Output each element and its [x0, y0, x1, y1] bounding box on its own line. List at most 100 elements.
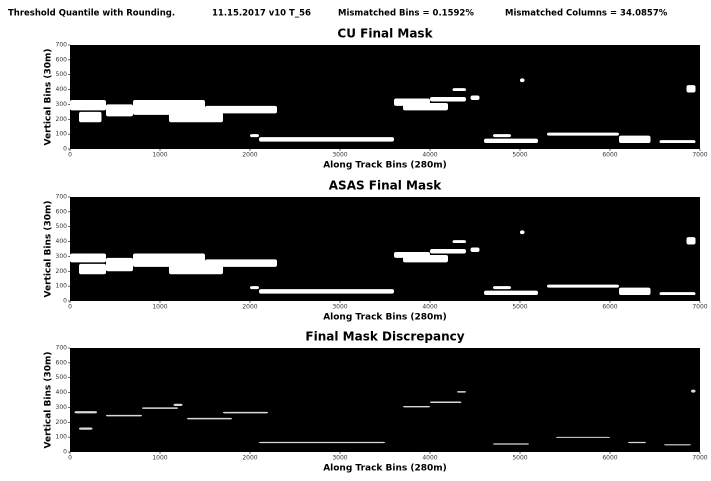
mask-region	[659, 140, 696, 144]
y-axis-label: Vertical Bins (30m)	[44, 48, 54, 145]
mask-region	[484, 290, 538, 296]
x-tick-label: 5000	[512, 152, 527, 159]
x-tick-label: 0	[68, 152, 72, 159]
y-tick-label: 700	[56, 194, 68, 201]
mask-region	[142, 407, 178, 409]
panel-title: Final Mask Discrepancy	[305, 330, 464, 344]
mask-region	[205, 105, 277, 114]
mask-region	[628, 441, 646, 444]
panel-title: CU Final Mask	[337, 27, 433, 41]
mask-region	[250, 286, 259, 290]
y-tick-label: 700	[56, 345, 68, 352]
mask-region	[470, 247, 480, 252]
x-axis-label: Along Track Bins (280m)	[323, 161, 447, 171]
mask-region	[403, 102, 448, 111]
y-axis-label: Vertical Bins (30m)	[44, 200, 54, 297]
y-tick-label: 400	[56, 389, 68, 396]
mask-region	[79, 263, 106, 275]
mask-region	[430, 97, 466, 102]
mask-region	[520, 78, 525, 83]
y-tick-label: 300	[56, 253, 68, 260]
y-tick-label: 0	[63, 146, 67, 153]
y-tick-label: 700	[56, 42, 68, 49]
mask-region	[430, 401, 462, 403]
mask-region	[493, 286, 511, 290]
mask-region	[619, 135, 651, 144]
plot-area	[70, 45, 700, 149]
y-tick-label: 0	[63, 298, 67, 305]
mask-region	[74, 411, 97, 414]
mask-region	[686, 85, 696, 93]
mask-region	[259, 289, 394, 294]
mask-region	[70, 253, 106, 263]
y-tick-label: 100	[56, 434, 68, 441]
mask-region	[520, 230, 525, 235]
x-tick-label: 7000	[692, 152, 707, 159]
x-tick-label: 4000	[422, 455, 437, 462]
mask-region	[259, 137, 394, 142]
x-tick-label: 1000	[152, 304, 167, 311]
y-tick-label: 400	[56, 238, 68, 245]
x-tick-label: 0	[68, 455, 72, 462]
mask-region	[493, 443, 529, 445]
x-tick-label: 6000	[602, 455, 617, 462]
panel-title: ASAS Final Mask	[329, 179, 442, 193]
y-tick-label: 500	[56, 374, 68, 381]
mask-region	[173, 403, 183, 406]
mask-region	[452, 88, 466, 92]
x-tick-label: 2000	[242, 304, 257, 311]
x-axis-label: Along Track Bins (280m)	[323, 313, 447, 323]
y-tick-label: 500	[56, 223, 68, 230]
x-tick-label: 6000	[602, 152, 617, 159]
mask-region	[547, 132, 619, 136]
y-tick-label: 300	[56, 404, 68, 411]
mask-region	[106, 104, 133, 117]
suptitle-part: 11.15.2017 v10 T_56	[212, 9, 311, 19]
mask-region	[547, 284, 619, 288]
mask-region	[106, 414, 142, 417]
x-tick-label: 3000	[332, 152, 347, 159]
mask-region	[187, 417, 232, 420]
x-tick-label: 3000	[332, 455, 347, 462]
mask-region	[133, 253, 205, 267]
x-tick-label: 0	[68, 304, 72, 311]
mask-region	[686, 237, 696, 245]
y-tick-label: 400	[56, 86, 68, 93]
y-tick-label: 200	[56, 116, 68, 123]
mask-region	[452, 240, 466, 244]
y-tick-label: 200	[56, 268, 68, 275]
suptitle-part: Mismatched Columns = 34.0857%	[505, 9, 668, 19]
y-tick-label: 500	[56, 71, 68, 78]
y-tick-label: 300	[56, 101, 68, 108]
mask-region	[403, 254, 448, 263]
x-tick-label: 4000	[422, 152, 437, 159]
mask-region	[457, 391, 466, 393]
y-tick-label: 0	[63, 449, 67, 456]
mask-region	[259, 441, 385, 444]
suptitle-part: Mismatched Bins = 0.1592%	[338, 9, 474, 19]
y-tick-label: 600	[56, 359, 68, 366]
x-axis-label: Along Track Bins (280m)	[323, 464, 447, 474]
x-tick-label: 2000	[242, 455, 257, 462]
x-tick-label: 5000	[512, 455, 527, 462]
y-axis-label: Vertical Bins (30m)	[44, 351, 54, 448]
mask-region	[250, 134, 259, 138]
x-tick-label: 2000	[242, 152, 257, 159]
x-tick-label: 1000	[152, 152, 167, 159]
mask-region	[70, 99, 106, 111]
mask-region	[79, 111, 102, 123]
mask-region	[430, 249, 466, 254]
x-tick-label: 7000	[692, 455, 707, 462]
mask-region	[556, 436, 610, 438]
mask-region	[223, 411, 268, 414]
x-tick-label: 7000	[692, 304, 707, 311]
mask-region	[664, 444, 691, 446]
mask-region	[619, 287, 651, 296]
suptitle-part: Threshold Quantile with Rounding.	[8, 9, 175, 19]
mask-region	[493, 134, 511, 138]
mask-region	[484, 138, 538, 144]
x-tick-label: 5000	[512, 304, 527, 311]
mask-region	[659, 292, 696, 296]
